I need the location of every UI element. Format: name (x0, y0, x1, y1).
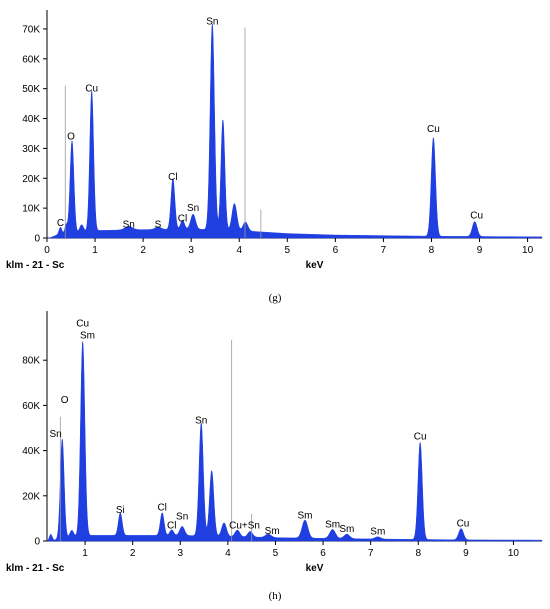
x-tick-label-g-10: 10 (522, 245, 534, 256)
x-axis-label-g: keV (306, 260, 324, 271)
peak-label-g-10: Cu (470, 211, 483, 222)
x-tick-label-g-1: 1 (92, 245, 98, 256)
x-tick-label-h-4: 5 (273, 548, 279, 559)
peak-label-g-9: Cu (427, 124, 440, 135)
x-tick-label-h-2: 3 (177, 548, 183, 559)
peak-label-h-12: Sm (325, 519, 340, 530)
peak-label-h-7: Sn (176, 512, 188, 523)
y-tick-label-h-1: 20K (22, 491, 40, 502)
peak-label-g-8: Sn (206, 16, 218, 27)
peak-label-h-6: Cl (167, 521, 176, 532)
peak-label-h-8: Sn (195, 415, 207, 426)
peak-label-g-5: Cl (168, 172, 177, 183)
sample-label-h: klm - 21 - Sc (6, 563, 65, 574)
peak-label-g-3: Sn (123, 220, 135, 231)
x-tick-label-h-7: 8 (415, 548, 421, 559)
peak-label-h-3: Sm (80, 331, 95, 342)
spectrum-area-g (47, 23, 543, 239)
peak-label-h-15: Cu (414, 431, 427, 442)
sample-label-g: klm - 21 - Sc (6, 260, 65, 271)
y-tick-label-h-3: 60K (22, 401, 40, 412)
panel-label-g: (g) (268, 292, 282, 304)
peak-label-g-6: Cl (178, 214, 187, 225)
peak-label-h-1: O (61, 395, 69, 406)
x-tick-label-h-6: 7 (368, 548, 374, 559)
y-tick-label-g-6: 60K (22, 54, 40, 65)
panel-label-h: (h) (268, 590, 282, 602)
x-tick-label-h-1: 2 (130, 548, 136, 559)
x-tick-label-g-7: 7 (381, 245, 387, 256)
x-tick-label-h-3: 4 (225, 548, 231, 559)
x-axis-label-h: keV (306, 563, 324, 574)
peak-label-h-2: Cu (76, 318, 89, 329)
y-tick-label-g-5: 50K (22, 84, 40, 95)
x-tick-label-g-8: 8 (429, 245, 435, 256)
x-tick-label-g-6: 6 (333, 245, 339, 256)
y-tick-label-g-3: 30K (22, 144, 40, 155)
spectrum-area-h (46, 341, 543, 542)
x-tick-label-h-9: 10 (508, 548, 520, 559)
y-tick-label-g-2: 20K (22, 174, 40, 185)
peak-label-g-0: C (57, 218, 64, 229)
peak-label-g-1: O (67, 131, 75, 142)
x-tick-label-g-2: 2 (140, 245, 146, 256)
y-tick-label-h-4: 80K (22, 356, 40, 367)
x-tick-label-g-5: 5 (285, 245, 291, 256)
x-tick-label-g-0: 0 (44, 245, 50, 256)
y-tick-label-h-0: 0 (34, 537, 40, 548)
peak-label-h-11: Sm (297, 510, 312, 521)
peak-label-h-16: Cu (457, 518, 470, 529)
y-tick-label-g-7: 70K (22, 24, 40, 35)
peak-label-h-14: Sm (370, 527, 385, 538)
peak-label-h-13: Sm (339, 524, 354, 535)
peak-label-g-4: S (155, 220, 162, 231)
plot-area-g: 0 10K 20K 30K 40K 50K 60K 70K 0 1 2 3 4 5 6 7 8 9 10 C O Cu Sn… (6, 10, 543, 271)
y-tick-label-h-2: 40K (22, 446, 40, 457)
x-tick-label-h-5: 6 (320, 548, 326, 559)
eds-spectrum-chart-g: 0 10K 20K 30K 40K 50K 60K 70K 0 1 2 3 4 5 6 7 8 9 10 C O Cu Sn… (6, 10, 543, 271)
peak-label-g-2: Cu (85, 84, 98, 95)
y-tick-label-g-0: 0 (34, 234, 40, 245)
x-tick-label-h-8: 9 (463, 548, 469, 559)
y-tick-label-g-1: 10K (22, 204, 40, 215)
peak-label-h-4: Si (116, 505, 125, 516)
x-tick-label-h-0: 1 (82, 548, 88, 559)
peak-label-h-0: Sn (49, 429, 61, 440)
x-tick-label-g-9: 9 (477, 245, 483, 256)
x-tick-label-g-4: 4 (236, 245, 242, 256)
peak-label-h-5: Cl (157, 502, 166, 513)
y-tick-label-g-4: 40K (22, 114, 40, 125)
x-tick-label-g-3: 3 (188, 245, 194, 256)
peak-label-h-9: Cu+Sn (229, 521, 260, 532)
peak-label-g-7: Sn (187, 203, 199, 214)
peak-label-h-10: Sm (265, 526, 280, 537)
